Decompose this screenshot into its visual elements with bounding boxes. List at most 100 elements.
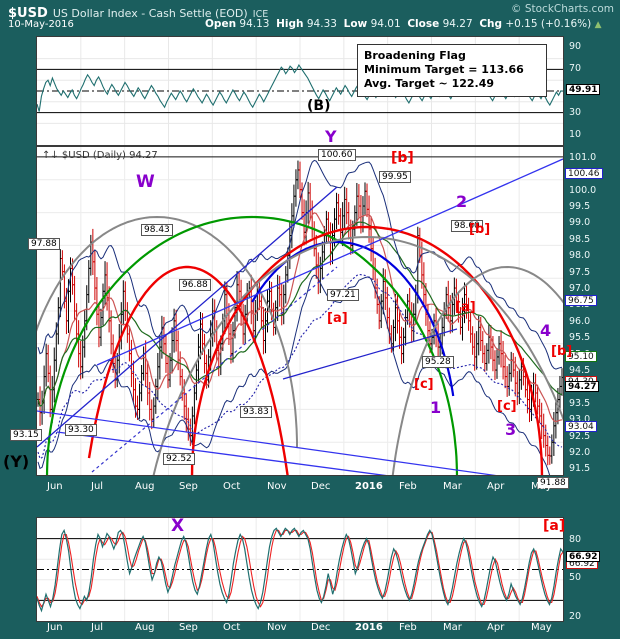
xtick-2016: 2016 [355, 622, 383, 633]
xtick-dec: Dec [311, 481, 331, 492]
price-panel [36, 146, 564, 476]
open-value: 94.13 [239, 18, 270, 30]
xtick-mar: Mar [443, 481, 462, 492]
chg-value: +0.15 (+0.16%) [505, 18, 592, 30]
price-plot [37, 147, 563, 475]
callout-91-88: 91.88 [537, 477, 569, 489]
annotation-X: X [171, 516, 185, 536]
callout-97-88: 97.88 [28, 238, 60, 250]
change-up-arrow: ▲ [594, 20, 602, 30]
price-ytick-93-5: 93.5 [569, 398, 591, 409]
price-ytick-97: 97.0 [569, 283, 591, 294]
xtick-jul: Jul [91, 481, 104, 492]
annotation-b-3: [b] [551, 344, 573, 359]
price-ytick-97-5: 97.5 [569, 267, 591, 278]
xtick-jul: Jul [91, 622, 104, 633]
annotation-Y-paren: (Y) [3, 452, 30, 471]
note-line-1: Broadening Flag [364, 49, 466, 62]
exchange-label: ICE [252, 9, 269, 20]
price-ytick-99: 99.0 [569, 217, 591, 228]
quote-line: Open 94.13 High 94.33 Low 94.01 Close 94… [205, 18, 602, 30]
rsi-value-tag: 49.91 [566, 84, 601, 95]
xtick-aug: Aug [135, 622, 155, 633]
axis-tag-95-10: 95.10 [565, 351, 597, 362]
callout-99-95: 99.95 [379, 171, 411, 183]
xtick-jun: Jun [47, 622, 63, 633]
xtick-sep: Sep [179, 481, 198, 492]
callout-95-28: 95.28 [422, 356, 454, 368]
annotation-Y: Y [325, 127, 337, 146]
annotation-B: (B) [307, 98, 331, 114]
annotation-b-2: [b] [469, 222, 491, 237]
stoch-ytick-80: 80 [569, 534, 582, 545]
stoch-ytick-20: 20 [569, 611, 582, 622]
broadening-flag-note: Broadening Flag Minimum Target = 113.66 … [357, 44, 547, 97]
high-label: High [276, 18, 304, 30]
price-ytick-92-5: 92.5 [569, 431, 591, 442]
annotation-b-1: [b] [391, 150, 414, 166]
price-ytick-94-5: 94.5 [569, 365, 591, 376]
price-ytick-96: 96.0 [569, 316, 591, 327]
low-label: Low [343, 18, 368, 30]
xtick-may: May [531, 481, 552, 492]
axis-tag-93-04: 93.04 [565, 421, 597, 432]
xtick-oct: Oct [223, 481, 241, 492]
stochastic-plot [37, 518, 563, 621]
open-label: Open [205, 18, 237, 30]
xtick-apr: Apr [487, 622, 505, 633]
price-ytick-98-5: 98.5 [569, 234, 591, 245]
annotation-W: W [136, 172, 155, 192]
xtick-feb: Feb [399, 622, 417, 633]
xtick-aug: Aug [135, 481, 155, 492]
price-ytick-95-5: 95.5 [569, 332, 591, 343]
stockcharts-brand: © StockCharts.com [511, 3, 614, 15]
annotation-1: 1 [430, 398, 442, 417]
axis-tag-96-75: 96.75 [565, 295, 597, 306]
high-value: 94.33 [306, 18, 337, 30]
callout-96-88: 96.88 [179, 279, 211, 291]
annotation-c-1: [c] [414, 377, 434, 392]
price-ytick-98: 98.0 [569, 250, 591, 261]
xtick-oct: Oct [223, 622, 241, 633]
price-ytick-101: 101.0 [569, 152, 597, 163]
close-label: Close [407, 18, 440, 30]
price-ytick-93: 93.0 [569, 414, 591, 425]
callout-92-52: 92.52 [163, 453, 195, 465]
note-line-3: Avg. Target ~ 122.49 [364, 77, 495, 90]
price-ytick-100: 100.0 [569, 185, 597, 196]
rsi-ytick-30: 30 [569, 107, 582, 118]
xtick-jun: Jun [47, 481, 63, 492]
callout-100-60: 100.60 [318, 149, 356, 161]
callout-98-60: 98.60 [451, 220, 483, 232]
annotation-c-2: [c] [497, 399, 517, 414]
low-value: 94.01 [370, 18, 401, 30]
stoch-ytick-50: 50 [569, 572, 582, 583]
annotation-a-3: [a] [543, 518, 566, 534]
rsi-ytick-90: 90 [569, 41, 582, 52]
price-legend: ↑↓ $USD (Daily) 94.27 [42, 150, 158, 161]
xtick-dec: Dec [311, 622, 331, 633]
rsi-ytick-70: 70 [569, 63, 582, 74]
close-value: 94.27 [442, 18, 473, 30]
annotation-a-2: [a] [455, 300, 476, 315]
callout-93-30: 93.30 [65, 424, 97, 436]
callout-93-15: 93.15 [10, 429, 42, 441]
annotation-2: 2 [456, 192, 468, 211]
axis-tag-94-27: 94.27 [565, 381, 600, 392]
xtick-may: May [531, 622, 552, 633]
callout-98-43: 98.43 [141, 224, 173, 236]
xtick-apr: Apr [487, 481, 505, 492]
chg-label: Chg [479, 18, 503, 30]
symbol-line: $USD US Dollar Index - Cash Settle (EOD)… [8, 2, 268, 21]
callout-97-21: 97.21 [327, 289, 359, 301]
axis-tag-100-46: 100.46 [565, 168, 603, 179]
annotation-a-1: [a] [327, 311, 348, 326]
chart-header: $USD US Dollar Index - Cash Settle (EOD)… [0, 0, 620, 36]
rsi-ytick-10: 10 [569, 129, 582, 140]
annotation-4: 4 [540, 321, 552, 340]
annotation-3: 3 [505, 420, 517, 439]
quote-date: 10-May-2016 [8, 19, 74, 30]
xtick-2016: 2016 [355, 481, 383, 492]
symbol-description: US Dollar Index - Cash Settle (EOD) [52, 7, 248, 20]
